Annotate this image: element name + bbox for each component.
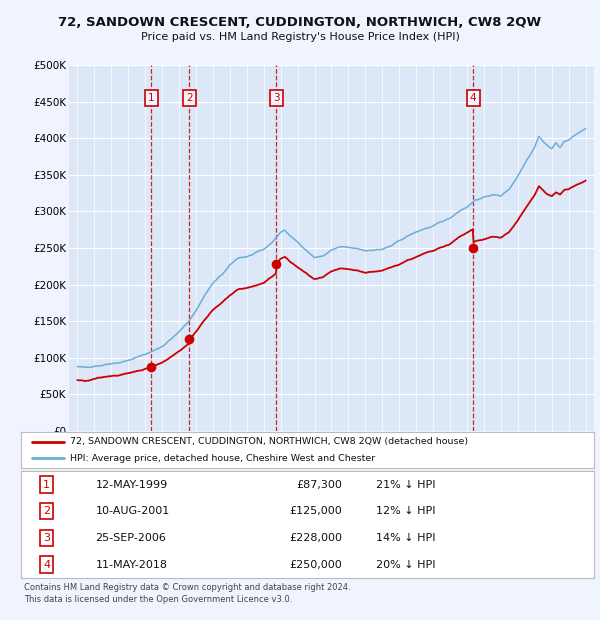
Text: 1: 1 [43, 479, 50, 490]
Text: 2: 2 [43, 506, 50, 516]
Text: 20% ↓ HPI: 20% ↓ HPI [376, 559, 436, 570]
Text: £125,000: £125,000 [289, 506, 342, 516]
Text: 4: 4 [43, 559, 50, 570]
Text: Price paid vs. HM Land Registry's House Price Index (HPI): Price paid vs. HM Land Registry's House … [140, 32, 460, 42]
Text: 3: 3 [43, 533, 50, 543]
Text: 10-AUG-2001: 10-AUG-2001 [95, 506, 170, 516]
Text: 12% ↓ HPI: 12% ↓ HPI [376, 506, 436, 516]
Text: 72, SANDOWN CRESCENT, CUDDINGTON, NORTHWICH, CW8 2QW (detached house): 72, SANDOWN CRESCENT, CUDDINGTON, NORTHW… [70, 437, 468, 446]
Text: 12-MAY-1999: 12-MAY-1999 [95, 479, 168, 490]
Text: 4: 4 [470, 93, 476, 103]
Text: 11-MAY-2018: 11-MAY-2018 [95, 559, 167, 570]
Text: 1: 1 [148, 93, 155, 103]
Text: HPI: Average price, detached house, Cheshire West and Chester: HPI: Average price, detached house, Ches… [70, 454, 375, 463]
Text: 3: 3 [273, 93, 280, 103]
Text: £87,300: £87,300 [296, 479, 342, 490]
Text: 14% ↓ HPI: 14% ↓ HPI [376, 533, 436, 543]
Text: Contains HM Land Registry data © Crown copyright and database right 2024.
This d: Contains HM Land Registry data © Crown c… [24, 583, 350, 604]
Text: 21% ↓ HPI: 21% ↓ HPI [376, 479, 436, 490]
Text: 25-SEP-2006: 25-SEP-2006 [95, 533, 166, 543]
Text: £228,000: £228,000 [289, 533, 342, 543]
Text: £250,000: £250,000 [289, 559, 342, 570]
Text: 72, SANDOWN CRESCENT, CUDDINGTON, NORTHWICH, CW8 2QW: 72, SANDOWN CRESCENT, CUDDINGTON, NORTHW… [58, 16, 542, 29]
Text: 2: 2 [186, 93, 193, 103]
